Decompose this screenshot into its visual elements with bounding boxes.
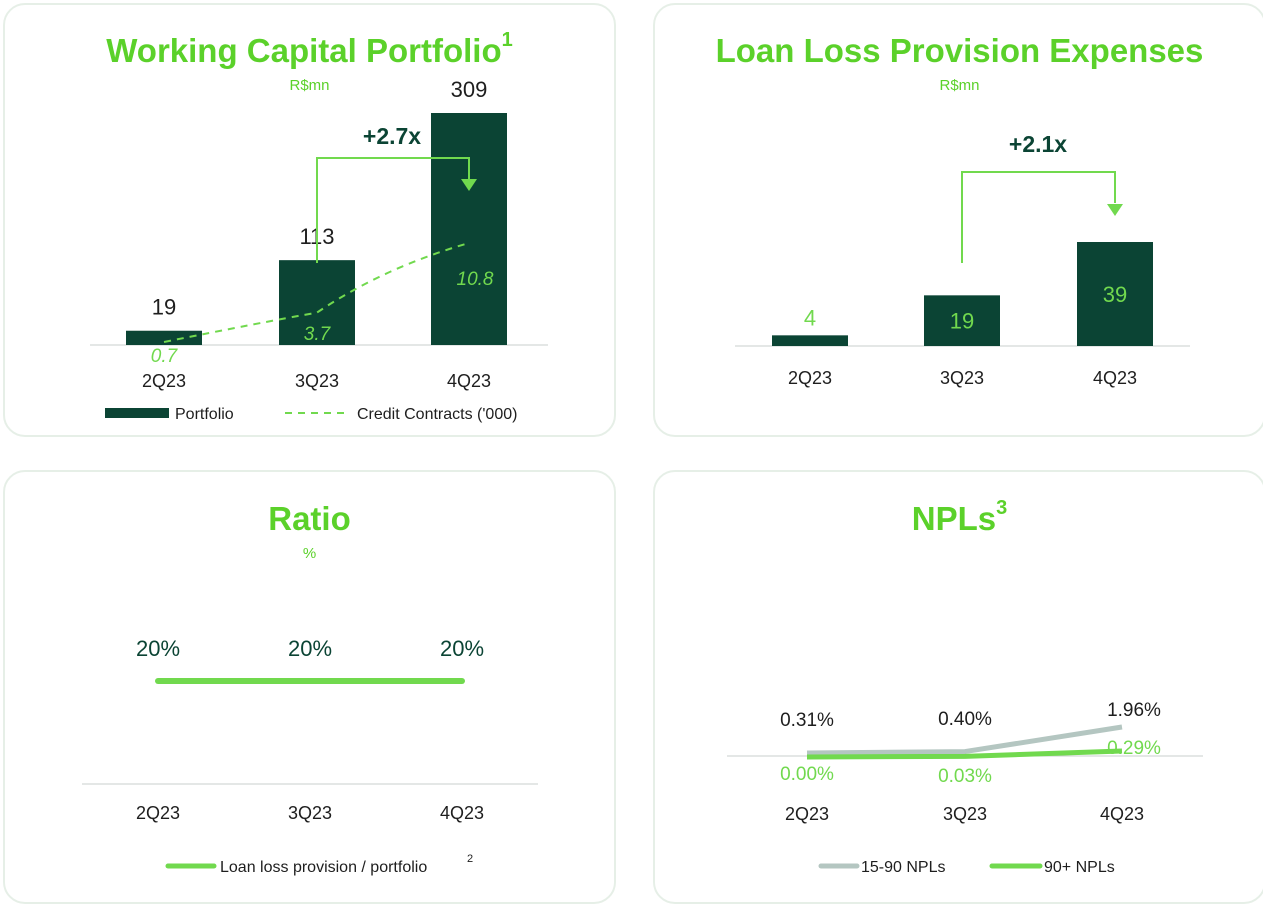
bar-value-label-2Q23: 4 (804, 305, 816, 330)
npl-15-90-label-2Q23: 0.31% (780, 710, 834, 731)
working-capital-unit: R$mn (289, 77, 330, 94)
x-tick-label-4Q23: 4Q23 (1100, 804, 1144, 824)
npl-90-plus-label-3Q23: 0.03% (938, 766, 992, 787)
loan-loss-title: Loan Loss Provision Expenses (715, 32, 1204, 69)
legend-swatch-portfolio (105, 408, 169, 418)
x-tick-label-4Q23: 4Q23 (440, 803, 484, 823)
npl-15-90-label-3Q23: 0.40% (938, 709, 992, 730)
legend-label-portfolio: Portfolio (175, 406, 234, 423)
panel-working-capital: Working Capital Portfolio1 R$mn 19 2Q23 11… (3, 3, 616, 437)
working-capital-chart: 192Q231133Q233094Q230.73.710.8+2.7xPortf… (90, 77, 548, 423)
loan-loss-chart: 4 2Q23 19 3Q23 39 4Q23 +2.1x (735, 131, 1190, 388)
x-tick-label-4Q23: 4Q23 (1093, 368, 1137, 388)
npl-15-90-line (806, 724, 1123, 756)
bar-2Q23 (772, 335, 848, 346)
ratio-chart: 20% 20% 20% 2Q23 3Q23 4Q23 Loan loss provision… (82, 636, 538, 876)
growth-annotation: +2.7x (363, 123, 421, 149)
legend-footnote-marker: 2 (467, 853, 473, 865)
ratio-value-label-2Q23: 20% (136, 636, 180, 661)
legend-label-credit-contracts: Credit Contracts ('000) (357, 406, 517, 423)
line-value-label-2Q23: 0.7 (151, 346, 179, 367)
x-tick-label-2Q23: 2Q23 (788, 368, 832, 388)
panel-loan-loss: Loan Loss Provision Expenses R$mn 4 2Q23 1… (653, 3, 1263, 437)
npl-chart: 0.31% 0.40% 1.96% 0.00% 0.03% 0.29% 2Q23 3Q23 4Q… (727, 700, 1203, 876)
x-tick-label-2Q23: 2Q23 (136, 803, 180, 823)
x-tick-label-3Q23: 3Q23 (288, 803, 332, 823)
ratio-value-label-4Q23: 20% (440, 636, 484, 661)
x-tick-label-2Q23: 2Q23 (142, 371, 186, 391)
legend-label-90-plus: 90+ NPLs (1044, 859, 1115, 876)
loan-loss-unit: R$mn (939, 77, 980, 94)
legend-label-15-90: 15-90 NPLs (861, 859, 946, 876)
panel-ratio: Ratio % 20% 20% 20% 2Q23 3Q23 4Q23 Loan loss p… (3, 470, 616, 904)
growth-annotation: +2.1x (1009, 131, 1067, 157)
bar-value-label-4Q23: 39 (1103, 282, 1127, 307)
bar-4Q23 (431, 113, 507, 345)
bar-value-label-3Q23: 19 (950, 309, 974, 334)
bar-2Q23 (126, 330, 202, 345)
x-tick-label-3Q23: 3Q23 (940, 368, 984, 388)
bar-value-label-4Q23: 309 (451, 77, 488, 102)
npl-90-plus-label-4Q23: 0.29% (1107, 738, 1161, 759)
x-tick-label-3Q23: 3Q23 (943, 804, 987, 824)
growth-bracket (316, 157, 470, 263)
line-value-label-4Q23: 10.8 (457, 269, 494, 290)
working-capital-title: Working Capital Portfolio1 (106, 29, 513, 69)
bar-3Q23 (924, 295, 1000, 346)
npl-15-90-label-4Q23: 1.96% (1107, 700, 1161, 721)
npl-90-plus-label-2Q23: 0.00% (780, 764, 834, 785)
bar-3Q23 (279, 260, 355, 345)
growth-arrowhead (1107, 204, 1123, 216)
legend-label-ratio: Loan loss provision / portfolio (220, 859, 427, 876)
ratio-unit: % (302, 545, 317, 562)
x-tick-label-3Q23: 3Q23 (295, 371, 339, 391)
line-value-label-3Q23: 3.7 (304, 324, 332, 345)
growth-arrowhead (461, 179, 477, 191)
npl-title: NPLs3 (911, 497, 1008, 537)
panel-npl: NPLs3 0.31% 0.40% 1.96% 0.00% 0.03% 0.29% 2Q23… (653, 470, 1263, 904)
bar-value-label-2Q23: 19 (152, 295, 176, 320)
ratio-value-label-3Q23: 20% (288, 636, 332, 661)
x-tick-label-4Q23: 4Q23 (447, 371, 491, 391)
ratio-title: Ratio (268, 500, 351, 537)
credit-contracts-line (163, 242, 470, 343)
x-tick-label-2Q23: 2Q23 (785, 804, 829, 824)
growth-bracket (961, 171, 1116, 263)
bar-4Q23 (1077, 242, 1153, 346)
npl-90-plus-line (806, 748, 1123, 760)
